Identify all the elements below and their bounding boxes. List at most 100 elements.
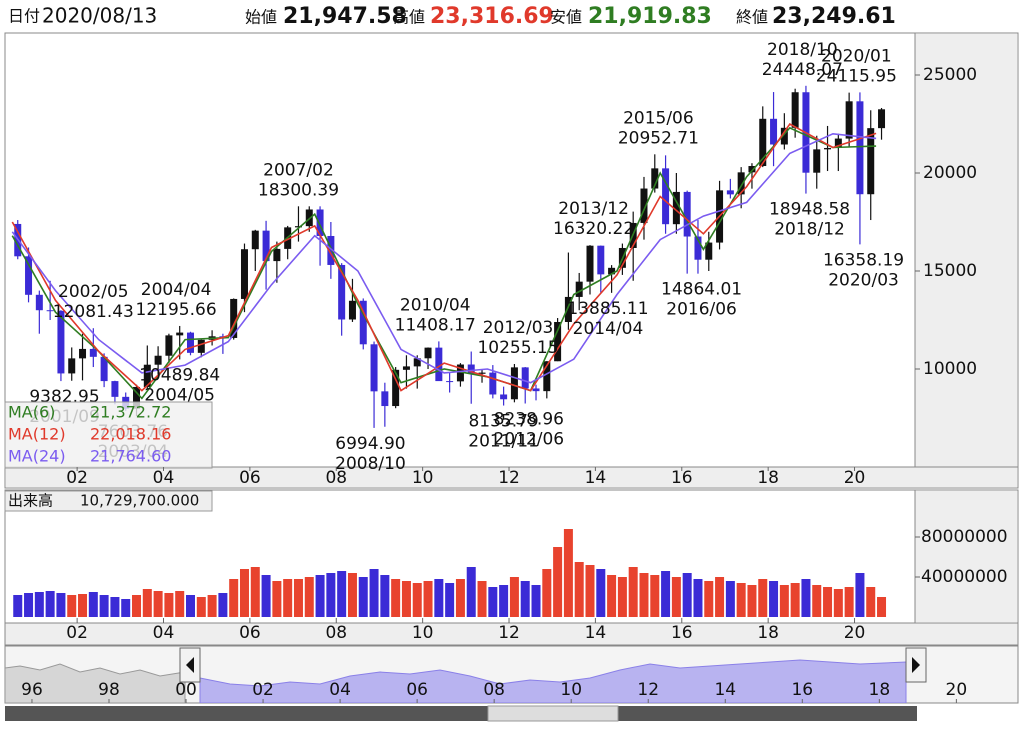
candle-body <box>878 109 886 129</box>
candle-body <box>467 364 475 374</box>
x-tick-label: 16 <box>671 468 693 488</box>
candle-body <box>856 101 864 195</box>
annotation-date: 2013/12 <box>558 199 629 219</box>
y-tick-label: 25000 <box>923 65 977 85</box>
candle-body <box>532 388 540 392</box>
annotation-date: 2018/10 <box>767 40 838 60</box>
volume-bar <box>574 562 584 617</box>
candle-body <box>867 128 875 195</box>
candle-body <box>111 381 119 397</box>
volume-bar <box>758 579 768 617</box>
candle-body <box>446 381 454 383</box>
x-tick-label: 02 <box>66 623 88 643</box>
navigator-tick-label: 02 <box>252 680 274 700</box>
candle-body <box>845 101 853 139</box>
left-handle-arrow <box>186 657 194 673</box>
y-tick-label: 80000000 <box>921 527 1008 547</box>
volume-bar <box>67 595 77 617</box>
annotation-price: 11408.17 <box>395 315 476 335</box>
navigator-tick-label: 04 <box>329 680 351 700</box>
candle-body <box>554 321 562 362</box>
volume-bar <box>488 587 498 617</box>
annotation-price: 20952.71 <box>618 128 699 148</box>
candle-body <box>683 191 691 237</box>
volume-bar <box>315 575 325 617</box>
volume-bar <box>877 597 887 617</box>
x-tick-label: 14 <box>585 623 607 643</box>
volume-bar <box>121 599 131 617</box>
annotation-date: 2020/03 <box>828 270 899 290</box>
annotation-price: 18300.39 <box>258 180 339 200</box>
x-tick-label: 14 <box>585 468 607 488</box>
candle-body <box>413 358 421 367</box>
y-tick-label: 20000 <box>923 163 977 183</box>
candle-body <box>726 190 734 195</box>
volume-bar <box>153 591 163 617</box>
date-label: 日付 <box>8 7 40 26</box>
candle-body <box>521 367 529 389</box>
volume-bar <box>13 595 23 617</box>
candle-body <box>834 138 842 148</box>
annotation-date: 2011/11 <box>468 432 539 452</box>
ma-legend <box>4 401 213 469</box>
candle-body <box>251 230 259 250</box>
candle-body <box>240 249 248 299</box>
volume-bar <box>704 581 714 617</box>
price-plot <box>11 85 886 428</box>
low-value: 21,919.83 <box>588 4 712 29</box>
high-label: 高値 <box>393 8 425 27</box>
candle-body <box>608 267 616 275</box>
volume-bar <box>812 585 822 617</box>
annotation-price: 24115.95 <box>816 66 897 86</box>
volume-bar <box>207 595 217 617</box>
volume-bar <box>337 571 347 617</box>
x-tick-label: 20 <box>844 623 866 643</box>
x-tick-label: 16 <box>671 623 693 643</box>
volume-bar <box>24 593 34 617</box>
moving-average-line <box>11 126 877 400</box>
candle-body <box>381 391 389 407</box>
volume-bar <box>542 569 552 617</box>
legend-value: 21,372.72 <box>90 403 171 422</box>
volume-bar <box>88 592 98 617</box>
volume-bar <box>844 587 854 617</box>
volume-bar <box>110 597 120 617</box>
candle-body <box>57 310 65 374</box>
scrollbar[interactable] <box>5 706 917 721</box>
candle-body <box>478 372 486 374</box>
volume-bar <box>142 589 152 617</box>
annotation-date: 2004/04 <box>141 280 212 300</box>
candle-body <box>456 364 464 382</box>
candle-body <box>262 230 270 262</box>
annotation-date: 2018/12 <box>774 220 845 240</box>
volume-bar <box>358 577 368 617</box>
navigator-history <box>5 663 186 703</box>
volume-bar <box>423 581 433 617</box>
y-tick-label: 40000000 <box>921 567 1008 587</box>
volume-bar <box>229 579 239 617</box>
open-label: 始値 <box>245 8 277 27</box>
volume-bar <box>455 579 465 617</box>
x-tick-label: 18 <box>757 623 779 643</box>
scrollbar-thumb[interactable] <box>487 705 619 722</box>
volume-x-strip <box>4 622 1019 646</box>
annotation-date: 2008/10 <box>335 454 406 474</box>
annotation-price: 8135.79 <box>468 412 538 432</box>
candle-body <box>79 348 87 359</box>
open-value: 21,947.58 <box>283 4 407 29</box>
navigator-tick-label: 98 <box>98 680 120 700</box>
volume-bar <box>250 567 260 617</box>
candle-body <box>705 242 713 260</box>
volume-bar <box>736 583 746 617</box>
candle-body <box>100 356 108 382</box>
overlay: 9382.952001/092002/0512081.437603.762003… <box>4 40 904 474</box>
volume-bar <box>499 585 509 617</box>
annotation-date: 2004/05 <box>144 385 215 405</box>
legend-name: MA(24) <box>8 447 66 466</box>
volume-bar <box>164 593 174 617</box>
candle-body <box>197 339 205 353</box>
volume-bar <box>434 579 444 617</box>
volume-bar <box>45 591 55 617</box>
